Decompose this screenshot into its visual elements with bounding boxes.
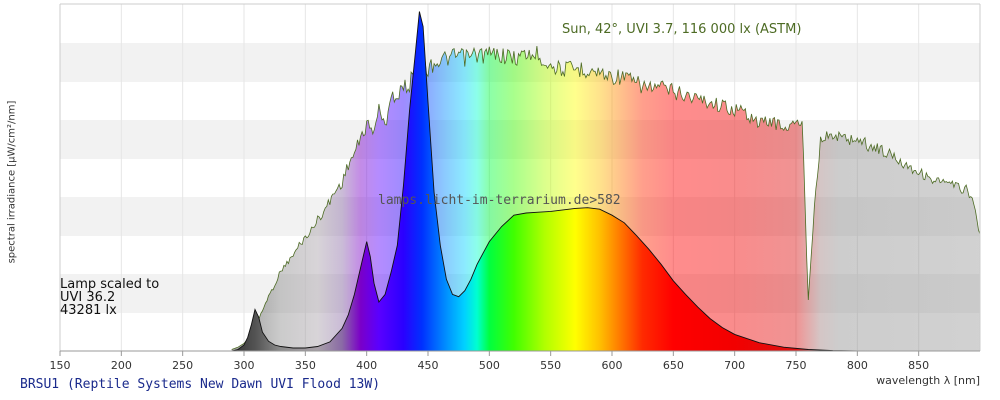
x-tick-label: 350 [295, 359, 316, 372]
x-tick-label: 550 [540, 359, 561, 372]
x-tick-label: 850 [908, 359, 929, 372]
x-tick-label: 450 [418, 359, 439, 372]
x-tick-label: 800 [847, 359, 868, 372]
lamp-spectrum-line [225, 11, 858, 351]
grid-band [60, 4, 980, 43]
lamp-scaled-line-3: 43281 lx [60, 303, 117, 318]
sun-spectrum-line [231, 45, 980, 350]
lamp-scaled-line-2: UVI 36.2 [60, 290, 116, 305]
lamp-spectrum-area [225, 11, 858, 351]
x-tick-label: 700 [724, 359, 745, 372]
x-tick-label: 200 [111, 359, 132, 372]
x-axis-label: wavelength λ [nm] [876, 374, 980, 387]
x-tick-label: 750 [786, 359, 807, 372]
chart-caption: BRSU1 (Reptile Systems New Dawn UVI Floo… [20, 377, 381, 392]
x-tick-label: 150 [50, 359, 71, 372]
x-tick-label: 300 [234, 359, 255, 372]
x-tick-label: 600 [602, 359, 623, 372]
x-tick-label: 250 [172, 359, 193, 372]
lamp-scaling-note: Lamp scaled to UVI 36.2 43281 lx [60, 278, 159, 317]
x-tick-label: 500 [479, 359, 500, 372]
y-axis-label: spectral irradiance [µW/cm²/nm] [6, 100, 18, 264]
x-axis-ticks: 150 200 250 300 350 400 450 500 550 600 650 700 750 8… [50, 351, 929, 372]
x-tick-label: 650 [663, 359, 684, 372]
source-watermark: lamps.licht-im-terrarium.de>582 [378, 193, 621, 208]
lamp-scaled-line-1: Lamp scaled to [60, 277, 160, 292]
sun-spectrum-label: Sun, 42°, UVI 3.7, 116 000 lx (ASTM) [562, 22, 802, 37]
x-tick-label: 400 [356, 359, 377, 372]
